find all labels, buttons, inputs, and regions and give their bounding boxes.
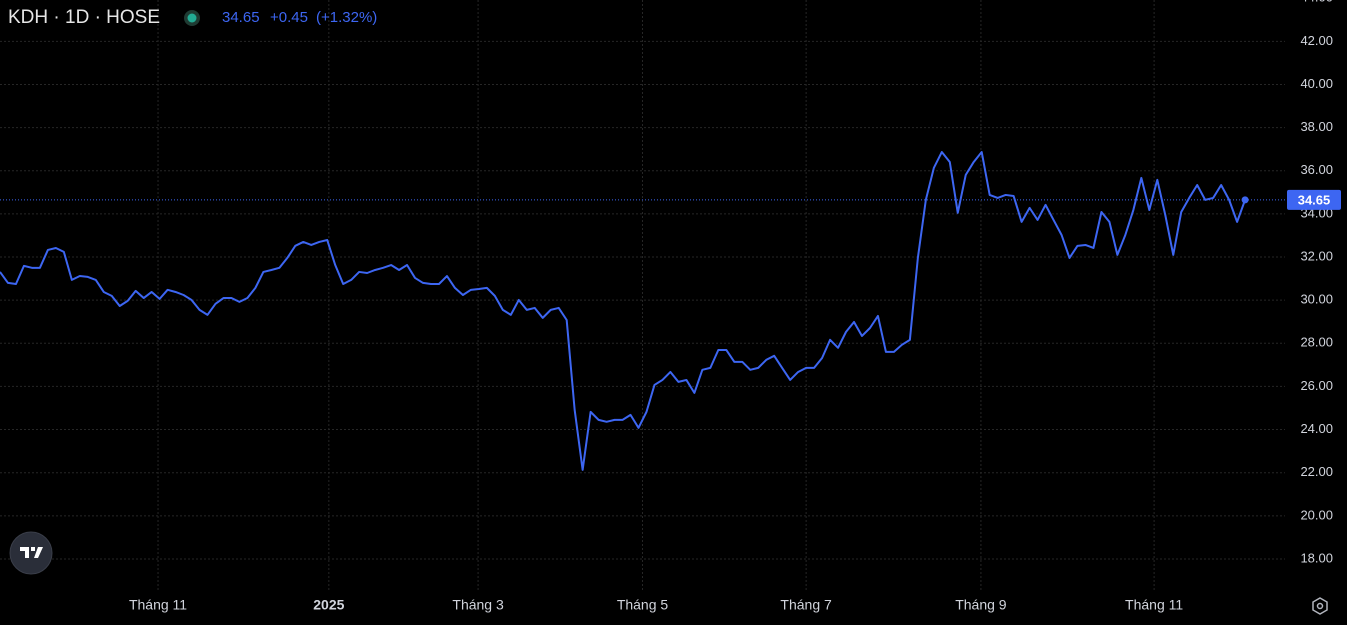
y-tick-label: 40.00: [1300, 76, 1333, 91]
y-tick-label: 36.00: [1300, 162, 1333, 177]
y-tick-label: 44.00: [1300, 0, 1333, 5]
logo-circle[interactable]: [9, 531, 53, 575]
y-tick-label: 18.00: [1300, 550, 1333, 565]
x-tick-label: Tháng 11: [129, 597, 187, 613]
x-tick-label: Tháng 3: [452, 597, 504, 613]
x-tick-label: 2025: [313, 597, 344, 613]
last-point: [1241, 196, 1249, 204]
y-tick-label: 26.00: [1300, 378, 1333, 393]
x-tick-label: Tháng 9: [955, 597, 1007, 613]
price-line: [0, 151, 1247, 471]
y-tick-label: 22.00: [1300, 464, 1333, 479]
x-tick-label: Tháng 11: [1125, 597, 1183, 613]
plot: [0, 151, 1285, 471]
tv-logo[interactable]: [9, 531, 53, 575]
logo-mark: [20, 547, 43, 558]
axes: 18.00 20.00 22.00 24.00 26.00 28.00 30.00 32.00…: [129, 0, 1341, 613]
last-price: 34.65: [222, 9, 260, 26]
y-tick-label: 24.00: [1300, 421, 1333, 436]
symbol-title: KDH · 1D · HOSE: [8, 7, 160, 28]
y-tick-label: 30.00: [1300, 292, 1333, 307]
y-tick-label: 32.00: [1300, 248, 1333, 263]
x-tick-label: Tháng 5: [617, 597, 669, 613]
y-tick-label: 42.00: [1300, 33, 1333, 48]
x-tick-label: Tháng 7: [780, 597, 832, 613]
y-tick-label: 28.00: [1300, 335, 1333, 350]
last-price-label: 34.65: [1298, 192, 1331, 207]
settings-icon[interactable]: [1312, 597, 1328, 615]
y-tick-label: 38.00: [1300, 119, 1333, 134]
price-change-pct: (+1.32%): [316, 9, 377, 26]
settings-center: [1316, 602, 1324, 610]
price-change: +0.45: [270, 9, 308, 26]
y-tick-label: 20.00: [1300, 507, 1333, 522]
last-price-badge: [1287, 189, 1341, 210]
status-dot: [187, 13, 197, 23]
settings-hex[interactable]: [1312, 597, 1328, 615]
